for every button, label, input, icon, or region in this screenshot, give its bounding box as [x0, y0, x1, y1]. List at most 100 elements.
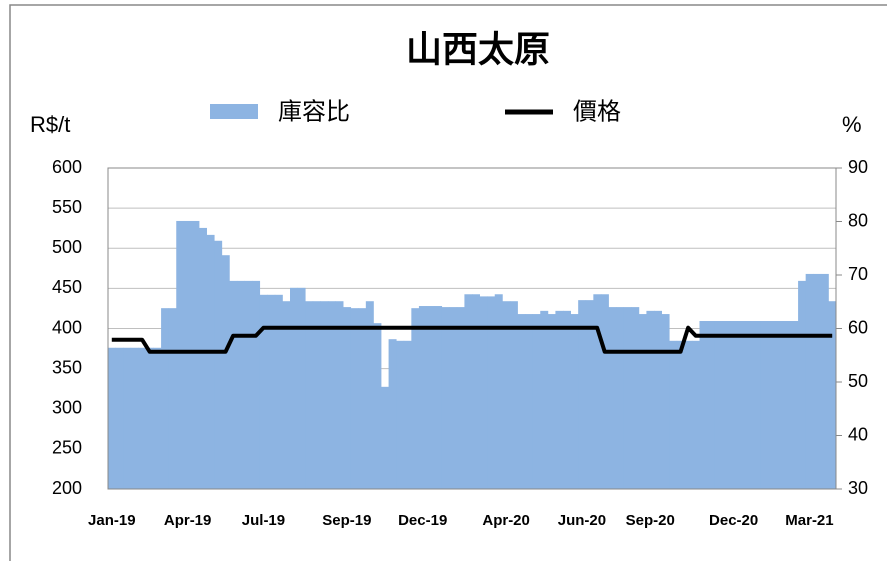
- price-line: [111, 325, 833, 354]
- bar: [654, 310, 662, 489]
- y-tick-label: 450: [52, 277, 82, 297]
- x-tick-label: Jan-19: [88, 512, 136, 529]
- bar: [290, 287, 298, 489]
- bar: [684, 340, 693, 489]
- bar: [487, 296, 496, 489]
- bar: [585, 300, 594, 489]
- bar: [327, 301, 336, 489]
- x-tick-label: Mar-21: [785, 512, 833, 529]
- bar: [570, 314, 579, 489]
- bar: [760, 321, 769, 489]
- bar: [767, 321, 776, 489]
- bar: [221, 255, 230, 489]
- bar: [381, 386, 389, 489]
- bar: [206, 234, 215, 489]
- bar: [464, 294, 473, 489]
- frame: [9, 4, 887, 561]
- bar: [737, 321, 746, 489]
- bar: [358, 308, 367, 489]
- bar: [729, 321, 738, 489]
- bar: [479, 296, 488, 489]
- bar: [434, 306, 443, 489]
- bar: [403, 340, 412, 489]
- bar: [798, 280, 807, 489]
- y-tick-label: 550: [52, 197, 82, 217]
- bar: [108, 347, 116, 489]
- x-tick-label: Jun-20: [558, 512, 606, 529]
- bar: [472, 294, 480, 489]
- bar: [335, 301, 344, 489]
- legend-label: 庫容比: [278, 98, 350, 125]
- bar: [600, 294, 609, 489]
- x-tick-label: Dec-20: [709, 512, 758, 529]
- bar: [411, 308, 420, 489]
- bar: [441, 307, 450, 489]
- bar: [282, 301, 291, 489]
- y2-tick-label: 80: [848, 210, 868, 230]
- bar: [274, 294, 283, 489]
- bar: [236, 280, 245, 489]
- bar: [343, 307, 352, 489]
- bar: [638, 314, 647, 489]
- bar: [631, 307, 640, 489]
- bar: [297, 287, 306, 489]
- bar: [305, 301, 314, 489]
- y-tick-label: 250: [52, 438, 82, 458]
- bar: [191, 220, 200, 489]
- bar: [669, 340, 678, 489]
- bar: [494, 294, 503, 489]
- bar: [593, 294, 602, 489]
- bar: [623, 307, 632, 489]
- x-tick-label: Dec-19: [398, 512, 447, 529]
- bar: [161, 308, 170, 489]
- bar: [123, 347, 132, 489]
- y2-axis-label: %: [842, 112, 862, 137]
- bar: [183, 220, 192, 489]
- x-tick-label: Sep-20: [626, 512, 675, 529]
- y2-tick-label: 70: [848, 264, 868, 284]
- bar: [350, 308, 359, 489]
- chart-title: 山西太原: [406, 29, 550, 70]
- bar: [244, 280, 253, 489]
- y-tick-label: 350: [52, 357, 82, 377]
- bar: [532, 314, 541, 489]
- bar: [138, 347, 147, 489]
- y-tick-label: 400: [52, 317, 82, 337]
- y2-tick-label: 60: [848, 317, 868, 337]
- legend-swatch: [210, 104, 258, 119]
- bar: [813, 273, 822, 489]
- bar: [373, 323, 382, 489]
- bar: [456, 307, 465, 489]
- bar: [805, 273, 814, 489]
- bar: [752, 321, 761, 489]
- x-tick-label: Sep-19: [322, 512, 371, 529]
- bar: [646, 310, 655, 489]
- bar: [396, 340, 405, 489]
- y-tick-label: 500: [52, 237, 82, 257]
- bar: [153, 347, 162, 489]
- bar: [616, 307, 625, 489]
- y2-tick-label: 30: [848, 478, 868, 498]
- bar: [707, 321, 716, 489]
- bar: [214, 240, 223, 489]
- bar: [252, 280, 261, 489]
- bar: [714, 321, 723, 489]
- bar: [259, 294, 268, 489]
- x-tick-label: Jul-19: [242, 512, 285, 529]
- bar: [661, 314, 670, 489]
- y-tick-label: 300: [52, 398, 82, 418]
- bar: [365, 301, 374, 489]
- bar: [828, 301, 837, 489]
- bar: [418, 306, 427, 489]
- bar: [449, 307, 458, 489]
- bar: [790, 321, 799, 489]
- bar: [525, 314, 534, 489]
- bar: [517, 314, 526, 489]
- y2-tick-label: 90: [848, 157, 868, 177]
- bar: [676, 340, 685, 489]
- y-tick-label: 600: [52, 157, 82, 177]
- bar: [775, 321, 784, 489]
- x-tick-label: Apr-20: [482, 512, 530, 529]
- bar: [229, 280, 238, 489]
